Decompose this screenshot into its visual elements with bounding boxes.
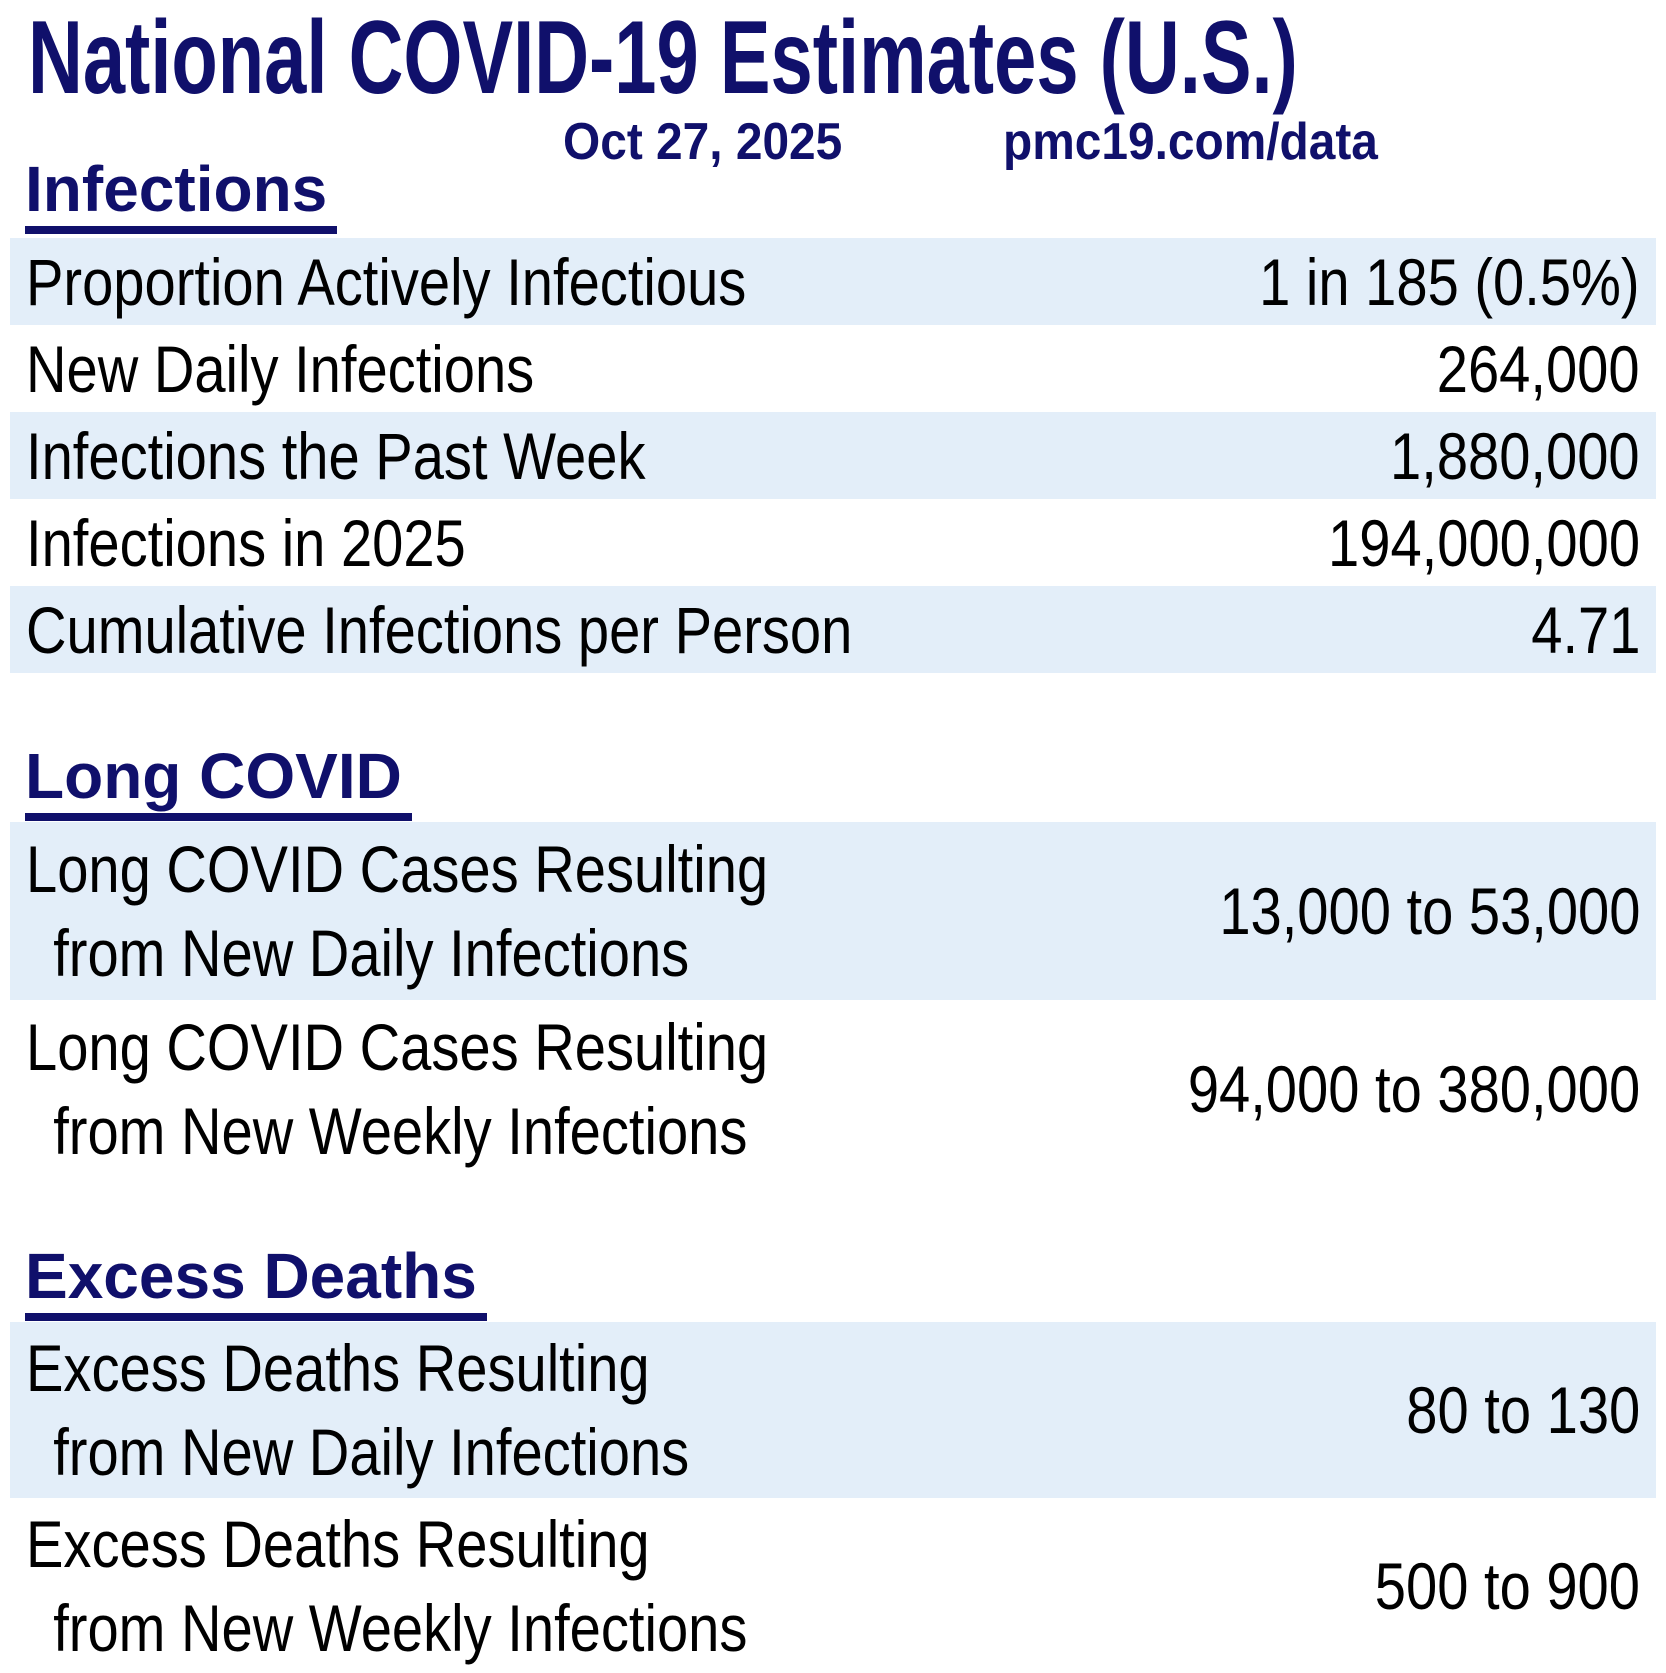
row-value: 264,000	[1437, 331, 1640, 406]
row-label-line1: Excess Deaths Resulting	[26, 1507, 650, 1581]
row-value: 80 to 130	[1406, 1373, 1640, 1447]
row-label-line1: Long COVID Cases Resulting	[26, 1010, 769, 1084]
section-heading-long-covid: Long COVID	[25, 744, 412, 821]
table-row: Long COVID Cases Resulting from New Daily…	[10, 822, 1656, 1000]
date-label: Oct 27, 2025	[563, 113, 843, 171]
row-label: Excess Deaths Resulting from New Daily In…	[26, 1326, 689, 1494]
table-row: Excess Deaths Resulting from New Weekly I…	[10, 1498, 1656, 1673]
row-value: 1,880,000	[1390, 418, 1640, 493]
row-label: New Daily Infections	[26, 331, 535, 406]
page-title: National COVID-19 Estimates (U.S.)	[28, 0, 1298, 116]
row-value: 4.71	[1530, 592, 1640, 667]
row-label-line2: from New Daily Infections	[53, 916, 690, 990]
row-value: 13,000 to 53,000	[1218, 874, 1640, 948]
table-row: Excess Deaths Resulting from New Daily In…	[10, 1322, 1656, 1498]
section-heading-infections: Infections	[25, 157, 338, 234]
row-label: Long COVID Cases Resulting from New Daily…	[26, 827, 768, 995]
table-row: New Daily Infections 264,000	[10, 325, 1656, 412]
table-row: Long COVID Cases Resulting from New Weekl…	[10, 1000, 1656, 1178]
row-value: 1 in 185 (0.5%)	[1259, 244, 1640, 319]
row-label: Proportion Actively Infectious	[26, 244, 747, 319]
row-label-line2: from New Daily Infections	[53, 1415, 690, 1489]
row-label: Excess Deaths Resulting from New Weekly I…	[26, 1502, 747, 1670]
table-row: Cumulative Infections per Person 4.71	[10, 586, 1656, 673]
row-label-line2: from New Weekly Infections	[53, 1591, 748, 1665]
row-label-line2: from New Weekly Infections	[53, 1094, 748, 1168]
source-url: pmc19.com/data	[1003, 113, 1378, 171]
table-row: Proportion Actively Infectious 1 in 185 …	[10, 238, 1656, 325]
table-row: Infections the Past Week 1,880,000	[10, 412, 1656, 499]
row-label-line1: Excess Deaths Resulting	[26, 1331, 650, 1405]
row-label-line1: Long COVID Cases Resulting	[26, 832, 769, 906]
row-value: 194,000,000	[1328, 505, 1640, 580]
excess-deaths-table: Excess Deaths Resulting from New Daily In…	[10, 1322, 1656, 1673]
row-label: Long COVID Cases Resulting from New Weekl…	[26, 1005, 768, 1173]
infections-table: Proportion Actively Infectious 1 in 185 …	[10, 238, 1656, 673]
row-value: 94,000 to 380,000	[1187, 1052, 1640, 1126]
long-covid-table: Long COVID Cases Resulting from New Daily…	[10, 822, 1656, 1178]
row-label: Infections the Past Week	[26, 418, 646, 493]
row-label: Infections in 2025	[26, 505, 466, 580]
table-row: Infections in 2025 194,000,000	[10, 499, 1656, 586]
section-heading-excess-deaths: Excess Deaths	[25, 1244, 487, 1321]
row-label: Cumulative Infections per Person	[26, 592, 853, 667]
row-value: 500 to 900	[1374, 1549, 1640, 1623]
